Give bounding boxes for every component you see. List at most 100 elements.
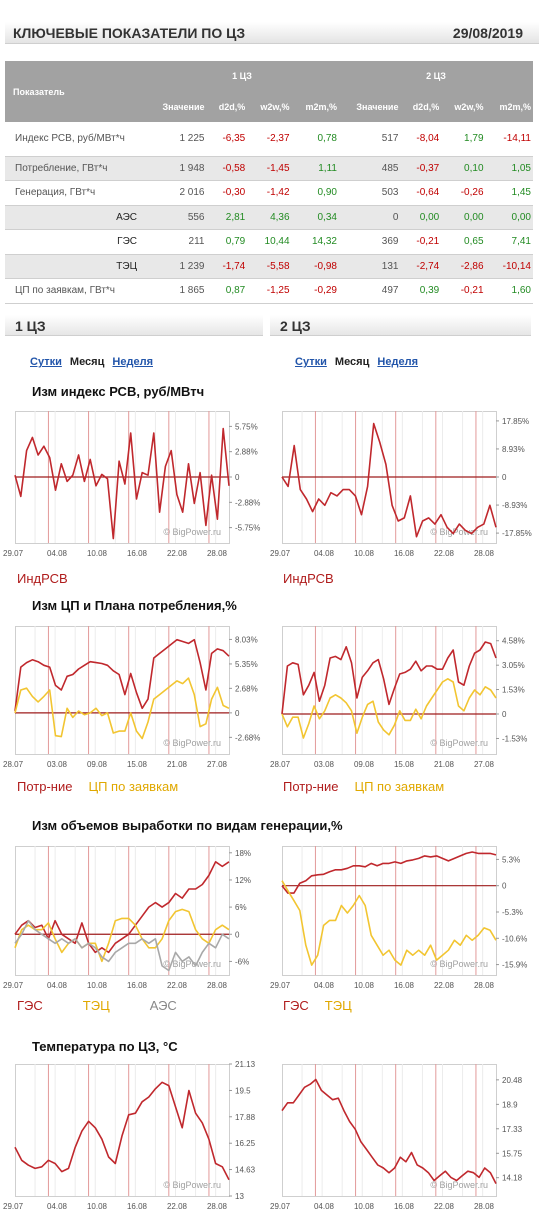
chart-generation-zone2: 5.3% 0 -5.3% -10.6% -15.9% 29.07 04.08 10.08 16.… — [270, 846, 527, 990]
x-tick-label: 28.08 — [474, 981, 495, 990]
x-tick-label: 22.08 — [167, 549, 188, 558]
x-tick-label: 28.08 — [474, 549, 495, 558]
table-cell: 0,00 — [485, 205, 533, 230]
x-tick-label: 10.08 — [87, 1202, 108, 1211]
watermark: © BigPower.ru — [163, 738, 221, 748]
table-cell: 0,65 — [441, 229, 486, 255]
table-cell: 0 — [338, 205, 401, 230]
legend-item: ТЭЦ — [324, 998, 352, 1013]
x-tick-label: 29.07 — [3, 549, 24, 558]
x-tick-label: 28.07 — [270, 760, 291, 769]
y-tick-label: 17.85% — [502, 417, 529, 426]
table-cell: 0,78 — [291, 122, 339, 157]
x-tick-label: 04.08 — [47, 981, 68, 990]
x-tick-label: 10.08 — [354, 981, 375, 990]
legend-item: ГЭС — [283, 998, 309, 1013]
col-header: w2w,% — [260, 101, 290, 112]
table-cell: 517 — [338, 122, 401, 157]
x-tick-label: 28.08 — [207, 981, 228, 990]
col-header: Значение — [162, 101, 205, 112]
x-tick-label: 04.08 — [47, 549, 68, 558]
series-line — [14, 1081, 230, 1181]
x-tick-label: 04.08 — [47, 1202, 68, 1211]
table-cell: -1,25 — [247, 278, 292, 304]
table-cell: -0,21 — [441, 278, 486, 304]
table-cell: -2,74 — [400, 254, 442, 279]
watermark: © BigPower.ru — [430, 527, 488, 537]
x-tick-label: 29.07 — [3, 1202, 24, 1211]
series-line — [14, 638, 230, 712]
series-line — [281, 422, 497, 538]
table-cell: 0,79 — [206, 229, 248, 255]
table-cell: -2,37 — [247, 122, 292, 157]
y-tick-label: 6% — [235, 903, 247, 912]
table-cell: -1,74 — [206, 254, 248, 279]
y-tick-label: 8.03% — [235, 635, 258, 644]
x-tick-label: 28.08 — [207, 549, 228, 558]
table-cell: 0,34 — [291, 205, 339, 230]
table-row: Генерация, ГВт*ч 2 016 -0,30 -1,42 0,90 503 -0… — [5, 180, 533, 206]
x-tick-label: 28.07 — [3, 760, 24, 769]
table-cell: 0,39 — [400, 278, 442, 304]
chart-temperature-zone1: 21.13 19.5 17.88 16.25 14.63 13 29.07 04.08 10.0… — [3, 1060, 256, 1211]
x-tick-label: 15.08 — [394, 760, 415, 769]
row-label: Генерация, ГВт*ч — [5, 180, 145, 206]
legend-item: АЭС — [149, 998, 177, 1013]
series-line — [14, 427, 230, 540]
row-label: АЭС — [5, 205, 145, 230]
tab-week[interactable]: Неделя — [377, 356, 418, 368]
y-tick-label: 0 — [502, 710, 507, 719]
tab-month[interactable]: Месяц — [334, 356, 370, 368]
legend-item: ТЭЦ — [82, 998, 110, 1013]
chart-cp-zone1: 8.03% 5.35% 2.68% 0 -2.68% 28.07 03.08 09.08 15.… — [3, 626, 260, 769]
y-tick-label: -6% — [235, 957, 249, 966]
table-cell: -2,86 — [441, 254, 486, 279]
x-tick-label: 03.08 — [47, 760, 68, 769]
legend-generation-zone2: ГЭС ТЭЦ — [283, 998, 368, 1013]
watermark: © BigPower.ru — [163, 527, 221, 537]
chart-cp-zone2: 4.58% 3.05% 1.53% 0 -1.53% 28.07 03.08 09.08 15.… — [270, 626, 527, 769]
table-cell: -0,58 — [206, 156, 248, 181]
table-cell: -0,26 — [441, 180, 486, 206]
chart-generation-zone1: 18% 12% 6% 0 -6% 29.07 04.08 10.08 16.08 22.08 28.… — [3, 846, 251, 990]
table-cell: 7,41 — [485, 229, 533, 255]
x-tick-label: 15.08 — [127, 760, 148, 769]
y-tick-label: 2.68% — [235, 684, 258, 693]
period-tabs-zone1: Сутки Месяц Неделя — [30, 356, 158, 368]
table-cell: 4,36 — [247, 205, 292, 230]
page-title: КЛЮЧЕВЫЕ ПОКАЗАТЕЛИ ПО ЦЗ — [13, 25, 246, 41]
y-tick-label: 0 — [502, 882, 507, 891]
table-cell: -14,11 — [485, 122, 533, 157]
y-tick-label: 16.25 — [235, 1139, 256, 1148]
tab-day[interactable]: Сутки — [295, 356, 327, 368]
plot-area — [15, 846, 230, 976]
chart-title-cp: Изм ЦП и Плана потребления,% — [32, 598, 237, 613]
x-tick-label: 22.08 — [434, 1202, 455, 1211]
y-tick-label: -1.53% — [502, 734, 527, 743]
legend-cp-zone1: Потр-ние ЦП по заявкам — [17, 779, 194, 794]
y-tick-label: 5.3% — [502, 855, 520, 864]
table-cell: -5,58 — [247, 254, 292, 279]
y-tick-label: 18.9 — [502, 1100, 518, 1109]
zone1-section-header: 1 ЦЗ — [5, 315, 263, 336]
y-tick-label: -15.9% — [502, 961, 527, 970]
table-cell: 1,60 — [485, 278, 533, 304]
x-tick-label: 04.08 — [314, 1202, 335, 1211]
tab-week[interactable]: Неделя — [112, 356, 153, 368]
table-cell: 1,79 — [441, 122, 486, 157]
legend-rsv-zone2: ИндРСВ — [283, 571, 350, 586]
y-tick-label: 17.33 — [502, 1125, 523, 1134]
table-cell: 1 239 — [145, 254, 207, 279]
table-cell: -1,45 — [247, 156, 292, 181]
x-tick-label: 22.08 — [434, 981, 455, 990]
tab-day[interactable]: Сутки — [30, 356, 62, 368]
plot-area — [282, 846, 497, 976]
group-header-2: 2 ЦЗ — [426, 71, 446, 81]
table-cell: 1 865 — [145, 278, 207, 304]
x-tick-label: 10.08 — [354, 549, 375, 558]
row-label: ЦП по заявкам, ГВт*ч — [5, 278, 145, 304]
tab-month[interactable]: Месяц — [69, 356, 105, 368]
watermark: © BigPower.ru — [430, 1180, 488, 1190]
x-tick-label: 10.08 — [87, 549, 108, 558]
y-tick-label: 2.88% — [235, 448, 258, 457]
